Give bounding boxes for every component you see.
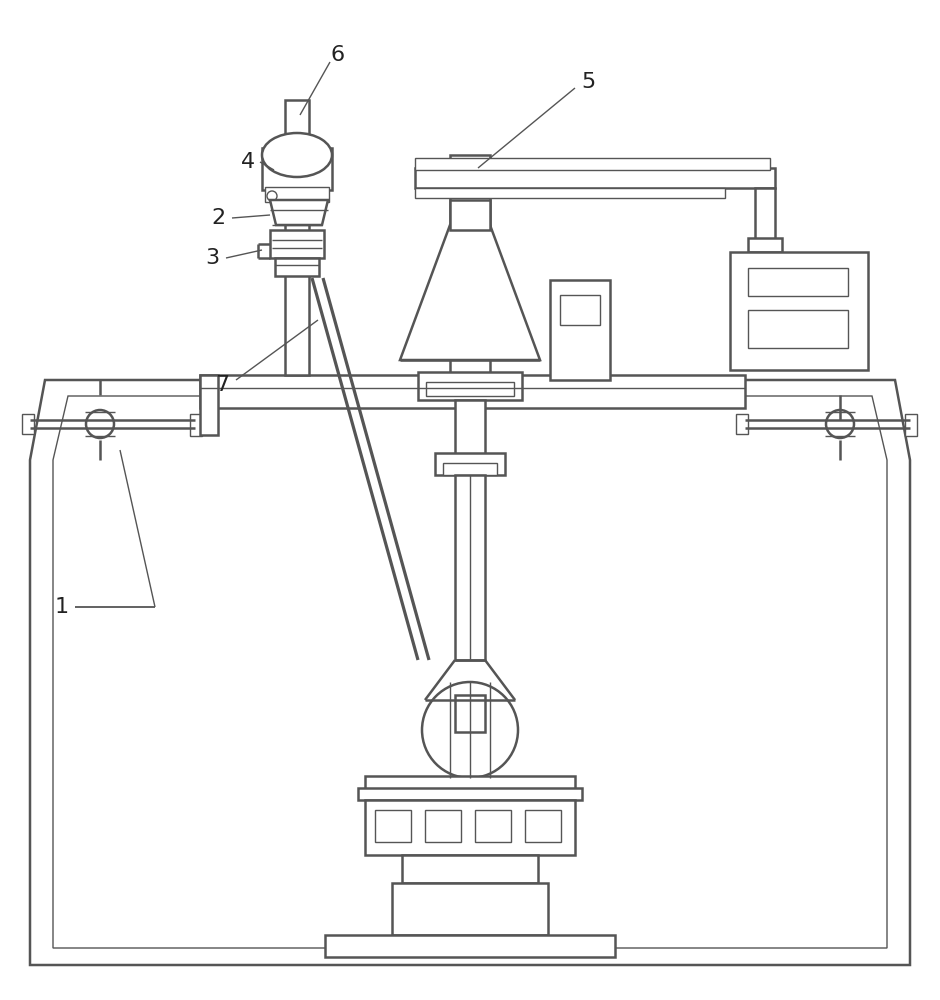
Bar: [525, 810, 561, 842]
Text: 2: 2: [211, 208, 225, 228]
Polygon shape: [30, 380, 910, 965]
Bar: [905, 414, 917, 436]
Polygon shape: [53, 396, 887, 948]
Bar: [550, 280, 610, 380]
Bar: [425, 810, 461, 842]
Polygon shape: [400, 225, 540, 360]
Text: 6: 6: [331, 45, 345, 65]
Bar: [190, 414, 202, 436]
Bar: [748, 268, 848, 296]
Bar: [450, 155, 490, 375]
Bar: [392, 883, 548, 935]
Bar: [325, 935, 615, 957]
Bar: [22, 414, 34, 434]
Bar: [475, 810, 511, 842]
Circle shape: [422, 682, 518, 778]
Bar: [402, 855, 538, 883]
Bar: [748, 310, 848, 348]
Bar: [415, 158, 770, 170]
Bar: [200, 375, 218, 435]
Bar: [426, 382, 514, 396]
Text: 5: 5: [581, 72, 595, 92]
Bar: [415, 188, 725, 198]
Bar: [450, 200, 490, 230]
Bar: [415, 168, 775, 188]
Bar: [755, 188, 775, 240]
Bar: [455, 475, 485, 660]
Bar: [435, 453, 505, 475]
Bar: [375, 810, 411, 842]
Bar: [455, 695, 485, 732]
Bar: [748, 238, 782, 252]
Bar: [262, 148, 332, 190]
Bar: [418, 372, 522, 400]
Text: 7: 7: [215, 375, 229, 395]
Bar: [730, 252, 868, 370]
Bar: [560, 295, 600, 325]
Bar: [365, 800, 575, 855]
Circle shape: [826, 410, 854, 438]
Bar: [736, 414, 748, 434]
Bar: [200, 375, 745, 408]
Bar: [285, 100, 309, 375]
Bar: [358, 788, 582, 800]
Bar: [455, 400, 485, 455]
Bar: [265, 187, 329, 202]
Text: 3: 3: [205, 248, 219, 268]
Bar: [365, 776, 575, 790]
Bar: [270, 230, 324, 258]
Bar: [275, 258, 319, 276]
Ellipse shape: [262, 133, 332, 177]
Text: 1: 1: [55, 597, 69, 617]
Polygon shape: [270, 200, 328, 225]
Bar: [443, 463, 497, 475]
Text: 4: 4: [241, 152, 255, 172]
Circle shape: [86, 410, 114, 438]
Circle shape: [267, 191, 277, 201]
